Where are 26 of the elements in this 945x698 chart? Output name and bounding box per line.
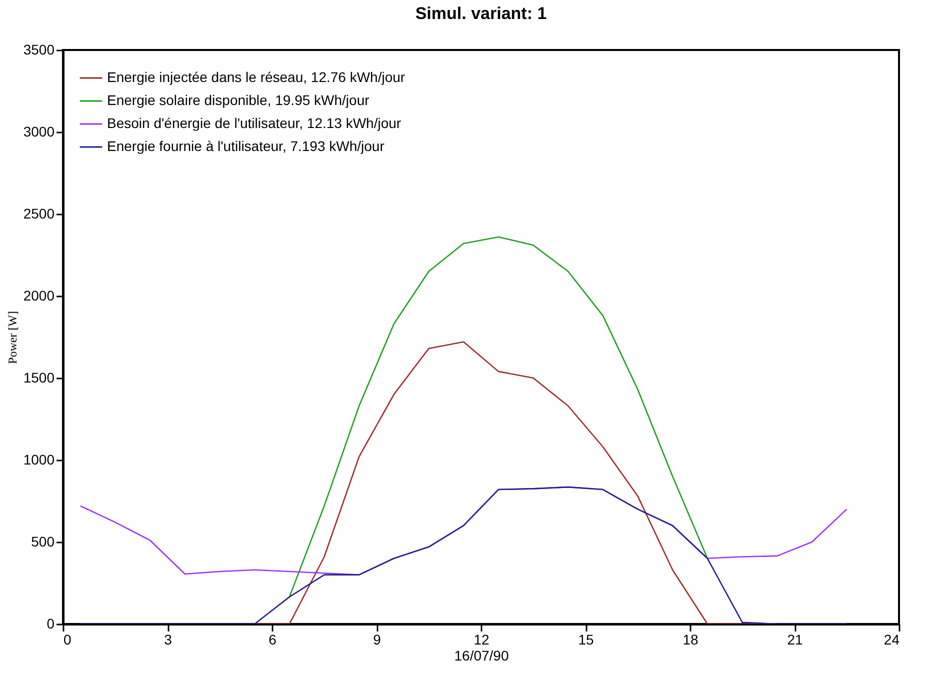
line-series xyxy=(288,236,708,598)
x-tick-label: 15 xyxy=(578,632,594,648)
x-tick-label: 0 xyxy=(64,632,72,648)
chart-title: Simul. variant: 1 xyxy=(415,4,547,23)
y-axis-title: Power [W] xyxy=(5,311,20,364)
legend-label: Besoin d'énergie de l'utilisateur, 12.13 kWh/jour xyxy=(107,115,402,131)
legend-label: Energie injectée dans le réseau, 12.76 kWh/jour xyxy=(107,69,406,85)
legend-label: Energie fournie à l'utilisateur, 7.193 kWh/jour xyxy=(107,138,385,154)
y-tick-label: 3500 xyxy=(23,42,55,58)
x-axis-title: 16/07/90 xyxy=(454,648,509,664)
x-tick-label: 18 xyxy=(682,632,698,648)
line-series xyxy=(80,486,848,624)
y-tick-label: 1500 xyxy=(23,370,55,386)
y-tick-label: 500 xyxy=(31,534,55,550)
y-tick-label: 2500 xyxy=(23,206,55,222)
y-tick-label: 1000 xyxy=(23,452,55,468)
x-tick-label: 9 xyxy=(373,632,382,648)
x-tick-label: 3 xyxy=(164,632,172,648)
y-tick-label: 0 xyxy=(46,616,55,632)
x-tick-label: 21 xyxy=(787,632,803,648)
y-tick-label: 3000 xyxy=(23,124,55,140)
x-tick-label: 12 xyxy=(474,632,490,648)
y-tick-label: 2000 xyxy=(23,288,55,304)
x-tick-label: 24 xyxy=(884,632,900,648)
x-tick-label: 6 xyxy=(268,632,277,648)
legend-label: Energie solaire disponible, 19.95 kWh/jour xyxy=(107,92,370,108)
